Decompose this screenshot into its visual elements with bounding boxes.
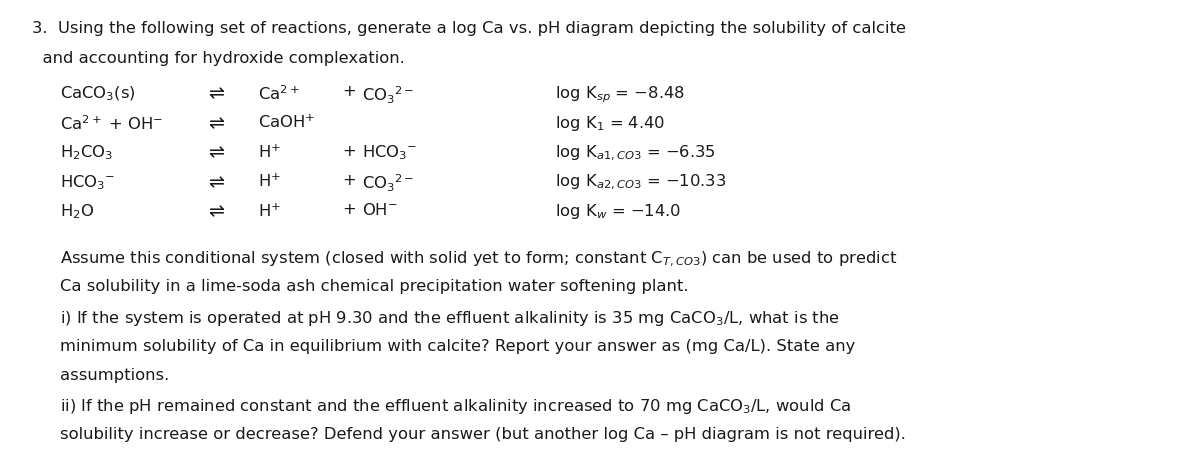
Text: +: +: [342, 84, 355, 100]
Text: H$_{2}$CO$_{3}$: H$_{2}$CO$_{3}$: [60, 143, 113, 162]
Text: log K$_{w}$ = −14.0: log K$_{w}$ = −14.0: [554, 202, 682, 221]
Text: Ca solubility in a lime-soda ash chemical precipitation water softening plant.: Ca solubility in a lime-soda ash chemica…: [60, 279, 689, 295]
Text: ii) If the pH remained constant and the effluent alkalinity increased to 70 mg C: ii) If the pH remained constant and the …: [60, 397, 851, 416]
Text: i) If the system is operated at pH 9.30 and the effluent alkalinity is 35 mg CaC: i) If the system is operated at pH 9.30 …: [60, 309, 840, 328]
Text: and accounting for hydroxide complexation.: and accounting for hydroxide complexatio…: [32, 51, 404, 65]
Text: OH$^{-}$: OH$^{-}$: [362, 202, 398, 219]
Text: ⇌: ⇌: [208, 143, 224, 162]
Text: ⇌: ⇌: [208, 84, 224, 104]
Text: H$^{+}$: H$^{+}$: [258, 202, 281, 220]
Text: HCO$_{3}$$^{-}$: HCO$_{3}$$^{-}$: [362, 143, 418, 162]
Text: CaCO$_{3}$(s): CaCO$_{3}$(s): [60, 84, 136, 103]
Text: +: +: [342, 173, 355, 188]
Text: log K$_{sp}$ = −8.48: log K$_{sp}$ = −8.48: [554, 84, 685, 105]
Text: ⇌: ⇌: [208, 202, 224, 221]
Text: CaOH$^{+}$: CaOH$^{+}$: [258, 114, 316, 131]
Text: H$^{+}$: H$^{+}$: [258, 173, 281, 190]
Text: H$^{+}$: H$^{+}$: [258, 143, 281, 161]
Text: log K$_{a1,CO3}$ = −6.35: log K$_{a1,CO3}$ = −6.35: [554, 143, 716, 163]
Text: HCO$_{3}$$^{-}$: HCO$_{3}$$^{-}$: [60, 173, 115, 192]
Text: Assume this conditional system (closed with solid yet to form; constant C$_{T,CO: Assume this conditional system (closed w…: [60, 250, 898, 269]
Text: minimum solubility of Ca in equilibrium with calcite? Report your answer as (mg : minimum solubility of Ca in equilibrium …: [60, 338, 856, 354]
Text: Ca$^{2+}$ + OH$^{-}$: Ca$^{2+}$ + OH$^{-}$: [60, 114, 163, 133]
Text: log K$_{a2,CO3}$ = −10.33: log K$_{a2,CO3}$ = −10.33: [554, 173, 726, 192]
Text: ⇌: ⇌: [208, 173, 224, 192]
Text: CO$_{3}$$^{2-}$: CO$_{3}$$^{2-}$: [362, 173, 414, 195]
Text: 3.  Using the following set of reactions, generate a log Ca vs. pH diagram depic: 3. Using the following set of reactions,…: [32, 21, 906, 36]
Text: assumptions.: assumptions.: [60, 368, 169, 383]
Text: solubility increase or decrease? Defend your answer (but another log Ca – pH dia: solubility increase or decrease? Defend …: [60, 427, 906, 442]
Text: H$_{2}$O: H$_{2}$O: [60, 202, 95, 221]
Text: ⇌: ⇌: [208, 114, 224, 133]
Text: +: +: [342, 143, 355, 159]
Text: +: +: [342, 202, 355, 218]
Text: CO$_{3}$$^{2-}$: CO$_{3}$$^{2-}$: [362, 84, 414, 106]
Text: Ca$^{2+}$: Ca$^{2+}$: [258, 84, 300, 103]
Text: log K$_{1}$ = 4.40: log K$_{1}$ = 4.40: [554, 114, 665, 133]
